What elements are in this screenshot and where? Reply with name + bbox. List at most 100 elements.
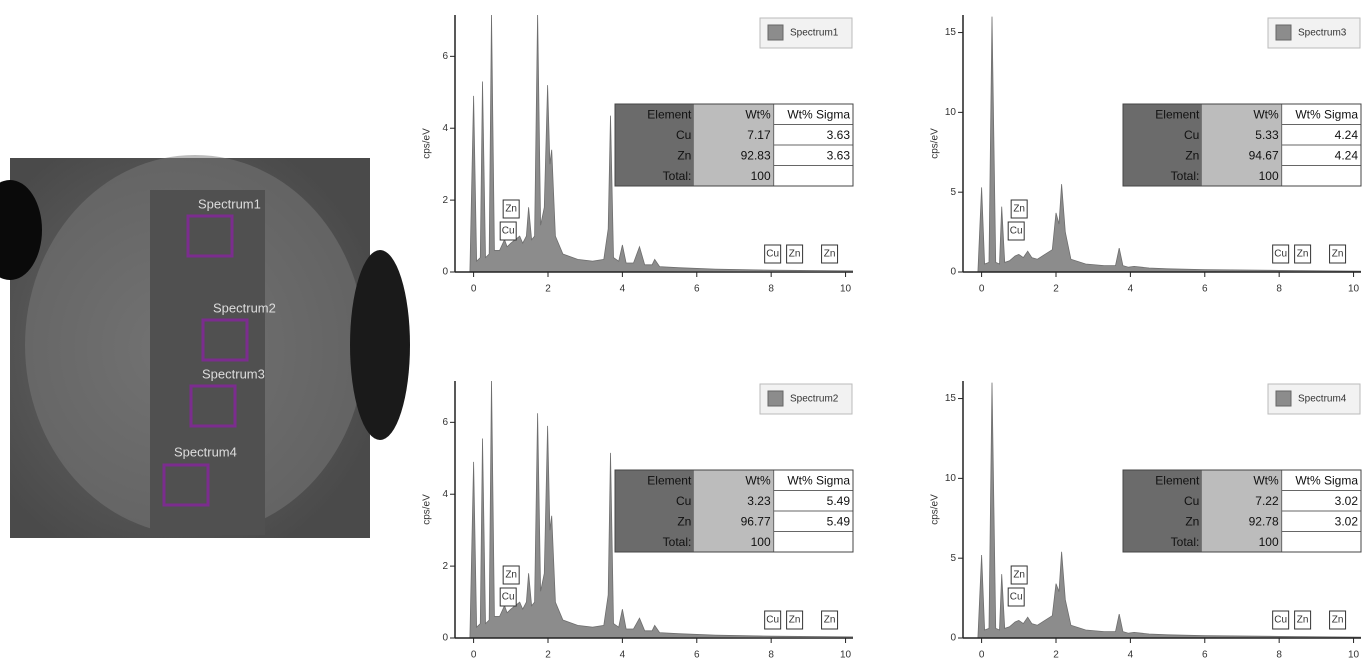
region-label: Spectrum1	[198, 196, 261, 211]
legend-label: Spectrum4	[1298, 394, 1347, 405]
table-text: Wt% Sigma	[1295, 107, 1358, 121]
table-border	[614, 103, 854, 187]
x-tick-label: 8	[1276, 650, 1282, 661]
peak-label-box	[821, 244, 839, 264]
peak-label: Cu	[1010, 592, 1023, 603]
peak-label-box	[502, 565, 520, 585]
table-text: 3.02	[1335, 494, 1359, 508]
sem-hole	[350, 250, 410, 440]
x-tick-label: 0	[979, 650, 985, 661]
table-text: Zn	[677, 514, 691, 528]
y-axis-label: cps/eV	[422, 494, 433, 525]
x-tick-label: 4	[620, 650, 626, 661]
table-text: Cu	[676, 494, 691, 508]
table-text: 7.17	[747, 128, 771, 142]
table-text: Cu	[676, 128, 691, 142]
table-text: Cu	[1184, 128, 1199, 142]
region-box	[189, 384, 237, 428]
x-tick-label: 0	[471, 284, 477, 295]
x-tick-label: 2	[1053, 650, 1059, 661]
table-text: 96.77	[741, 514, 771, 528]
peak-label: Cu	[766, 249, 779, 260]
y-axis-label: cps/eV	[930, 494, 941, 525]
region-label: Spectrum4	[174, 444, 237, 459]
x-tick-label: 0	[471, 650, 477, 661]
peak-label-box	[1329, 610, 1347, 630]
peak-label-box	[764, 244, 782, 264]
legend-label: Spectrum2	[790, 394, 839, 405]
legend-swatch	[1275, 390, 1292, 407]
legend-swatch	[1275, 24, 1292, 41]
y-tick-label: 0	[442, 267, 448, 278]
peak-label: Zn	[1297, 615, 1309, 626]
peak-label-box	[1294, 610, 1312, 630]
x-tick-label: 8	[768, 284, 774, 295]
y-tick-label: 5	[950, 553, 956, 564]
region-box	[186, 214, 234, 258]
region-box	[162, 463, 210, 507]
table-text: Wt% Sigma	[787, 107, 850, 121]
table-text: Element	[1155, 107, 1200, 121]
x-tick-label: 6	[694, 650, 700, 661]
peak-label-box	[1329, 244, 1347, 264]
x-tick-label: 6	[694, 284, 700, 295]
table-cell	[1281, 165, 1362, 187]
x-tick-label: 0	[979, 284, 985, 295]
table-text: 3.02	[1335, 514, 1359, 528]
table-text: Wt%	[1253, 473, 1279, 487]
table-text: 5.49	[827, 514, 851, 528]
peak-label-box	[1272, 610, 1290, 630]
x-tick-label: 2	[545, 284, 551, 295]
table-text: Wt%	[745, 473, 771, 487]
y-tick-label: 6	[442, 51, 448, 62]
table-text: Element	[647, 473, 692, 487]
peak-label: Cu	[502, 592, 515, 603]
table-text: Total:	[663, 535, 692, 549]
y-tick-label: 0	[950, 633, 956, 644]
table-cell	[1281, 531, 1362, 553]
x-tick-label: 8	[768, 650, 774, 661]
table-text: 100	[1259, 535, 1279, 549]
y-axis-label: cps/eV	[930, 128, 941, 159]
x-tick-label: 10	[1348, 650, 1360, 661]
table-border	[1122, 103, 1362, 187]
peak-label: Zn	[1332, 615, 1344, 626]
peak-label-box	[1294, 244, 1312, 264]
y-tick-label: 10	[945, 473, 957, 484]
peak-label: Zn	[505, 204, 517, 215]
peak-label: Zn	[1332, 249, 1344, 260]
table-cell	[773, 165, 854, 187]
peak-label: Cu	[766, 615, 779, 626]
table-text: Wt% Sigma	[1295, 473, 1358, 487]
table-text: 94.67	[1249, 148, 1279, 162]
x-tick-label: 2	[1053, 284, 1059, 295]
y-tick-label: 5	[950, 187, 956, 198]
x-tick-label: 2	[545, 650, 551, 661]
table-text: Wt%	[1253, 107, 1279, 121]
spectrum-area	[469, 15, 853, 272]
table-text: Total:	[1171, 535, 1200, 549]
peak-label-box	[1010, 199, 1028, 219]
x-tick-label: 4	[1128, 650, 1134, 661]
y-tick-label: 15	[945, 27, 957, 38]
y-tick-label: 15	[945, 393, 957, 404]
y-tick-label: 4	[442, 489, 448, 500]
table-text: 7.22	[1255, 494, 1279, 508]
table-text: Element	[1155, 473, 1200, 487]
table-text: 92.78	[1249, 514, 1279, 528]
legend-swatch	[767, 24, 784, 41]
table-text: 4.24	[1335, 128, 1359, 142]
table-text: Total:	[663, 169, 692, 183]
x-tick-label: 6	[1202, 284, 1208, 295]
table-text: Element	[647, 107, 692, 121]
table-text: 92.83	[741, 148, 771, 162]
peak-label: Zn	[789, 249, 801, 260]
x-tick-label: 10	[1348, 284, 1360, 295]
y-tick-label: 0	[950, 267, 956, 278]
table-text: 3.63	[827, 128, 851, 142]
table-text: Wt%	[745, 107, 771, 121]
legend-label: Spectrum1	[790, 28, 839, 39]
